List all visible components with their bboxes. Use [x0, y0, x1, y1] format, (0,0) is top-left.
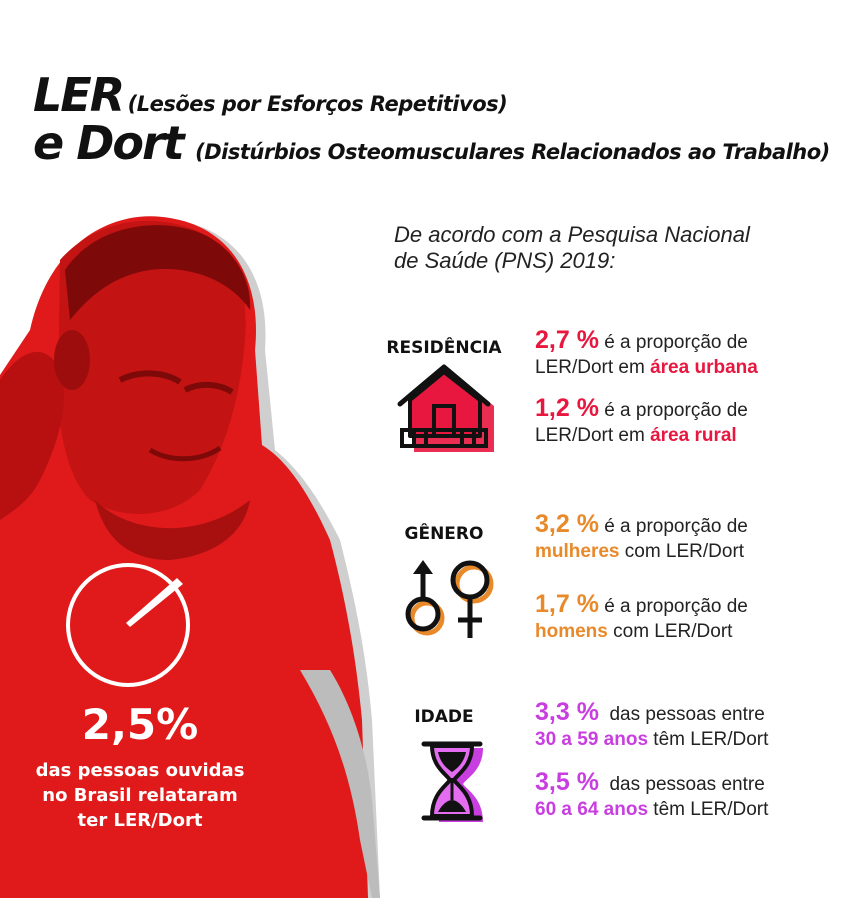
residencia-stat-2-pct: 1,2 %	[535, 394, 599, 422]
gauge-icon	[66, 563, 190, 687]
residencia-stat-1: 2,7 % é a proporção de LER/Dort em área …	[535, 328, 758, 380]
idade-stat-1-text1: das pessoas entre	[598, 704, 765, 725]
man-photo-silhouette	[0, 216, 380, 898]
house-icon	[397, 364, 494, 452]
genero-stat-1-text1: é a proporção de	[598, 516, 748, 537]
residencia-stat-1-pre: LER/Dort em	[535, 357, 651, 378]
residencia-stat-1-pct: 2,7 %	[535, 326, 599, 354]
title-block: LER (Lesões por Esforços Repetitivos) e …	[33, 68, 833, 170]
highlight-line-3: ter LER/Dort	[77, 810, 203, 831]
hourglass-icon	[421, 741, 483, 822]
genero-stat-1-highlight: mulheres	[535, 541, 620, 562]
highlight-percent: 2,5%	[81, 700, 199, 749]
title-dort-full: (Distúrbios Osteomusculares Relacionados…	[195, 140, 830, 164]
genero-stat-1-post: com LER/Dort	[619, 541, 745, 562]
residencia-stat-1-highlight: área urbana	[650, 357, 758, 378]
idade-stat-1-post: têm LER/Dort	[648, 729, 769, 750]
highlight-line-2: no Brasil relataram	[42, 785, 238, 806]
idade-stat-1: 3,3 % das pessoas entre 30 a 59 anos têm…	[535, 700, 768, 752]
title-dort: e Dort	[33, 116, 185, 170]
gender-symbols-icon	[405, 560, 494, 638]
residencia-stat-2: 1,2 % é a proporção de LER/Dort em área …	[535, 396, 748, 448]
intro-text: De acordo com a Pesquisa Nacional de Saú…	[394, 222, 750, 274]
residencia-stat-2-highlight: área rural	[650, 425, 737, 446]
title-ler-full: (Lesões por Esforços Repetitivos)	[127, 92, 508, 116]
genero-stat-2-text1: é a proporção de	[598, 596, 748, 617]
residencia-stat-2-pre: LER/Dort em	[535, 425, 651, 446]
highlight-line-1: das pessoas ouvidas	[35, 760, 245, 781]
intro-line-2: de Saúde (PNS) 2019:	[394, 248, 616, 273]
idade-stat-2-post: têm LER/Dort	[648, 799, 769, 820]
genero-stat-2-post: com LER/Dort	[607, 621, 733, 642]
category-label-residencia: RESIDÊNCIA	[386, 338, 502, 358]
idade-stat-2-text1: das pessoas entre	[598, 774, 765, 795]
highlight-description: das pessoas ouvidas no Brasil relataram …	[20, 758, 260, 833]
residencia-stat-2-text1: é a proporção de	[598, 400, 748, 421]
idade-stat-2-pct: 3,5 %	[535, 768, 599, 796]
intro-line-1: De acordo com a Pesquisa Nacional	[394, 222, 750, 247]
genero-stat-2-highlight: homens	[535, 621, 608, 642]
category-label-idade: IDADE	[414, 707, 474, 727]
title-ler: LER	[33, 68, 125, 122]
idade-stat-1-pct: 3,3 %	[535, 698, 599, 726]
genero-stat-2-pct: 1,7 %	[535, 590, 599, 618]
idade-stat-1-highlight: 30 a 59 anos	[535, 729, 649, 750]
idade-stat-2-highlight: 60 a 64 anos	[535, 799, 649, 820]
genero-stat-1-pct: 3,2 %	[535, 510, 599, 538]
genero-stat-1: 3,2 % é a proporção de mulheres com LER/…	[535, 512, 748, 564]
genero-stat-2: 1,7 % é a proporção de homens com LER/Do…	[535, 592, 748, 644]
residencia-stat-1-text1: é a proporção de	[598, 332, 748, 353]
idade-stat-2: 3,5 % das pessoas entre 60 a 64 anos têm…	[535, 770, 768, 822]
category-label-genero: GÊNERO	[404, 524, 484, 544]
